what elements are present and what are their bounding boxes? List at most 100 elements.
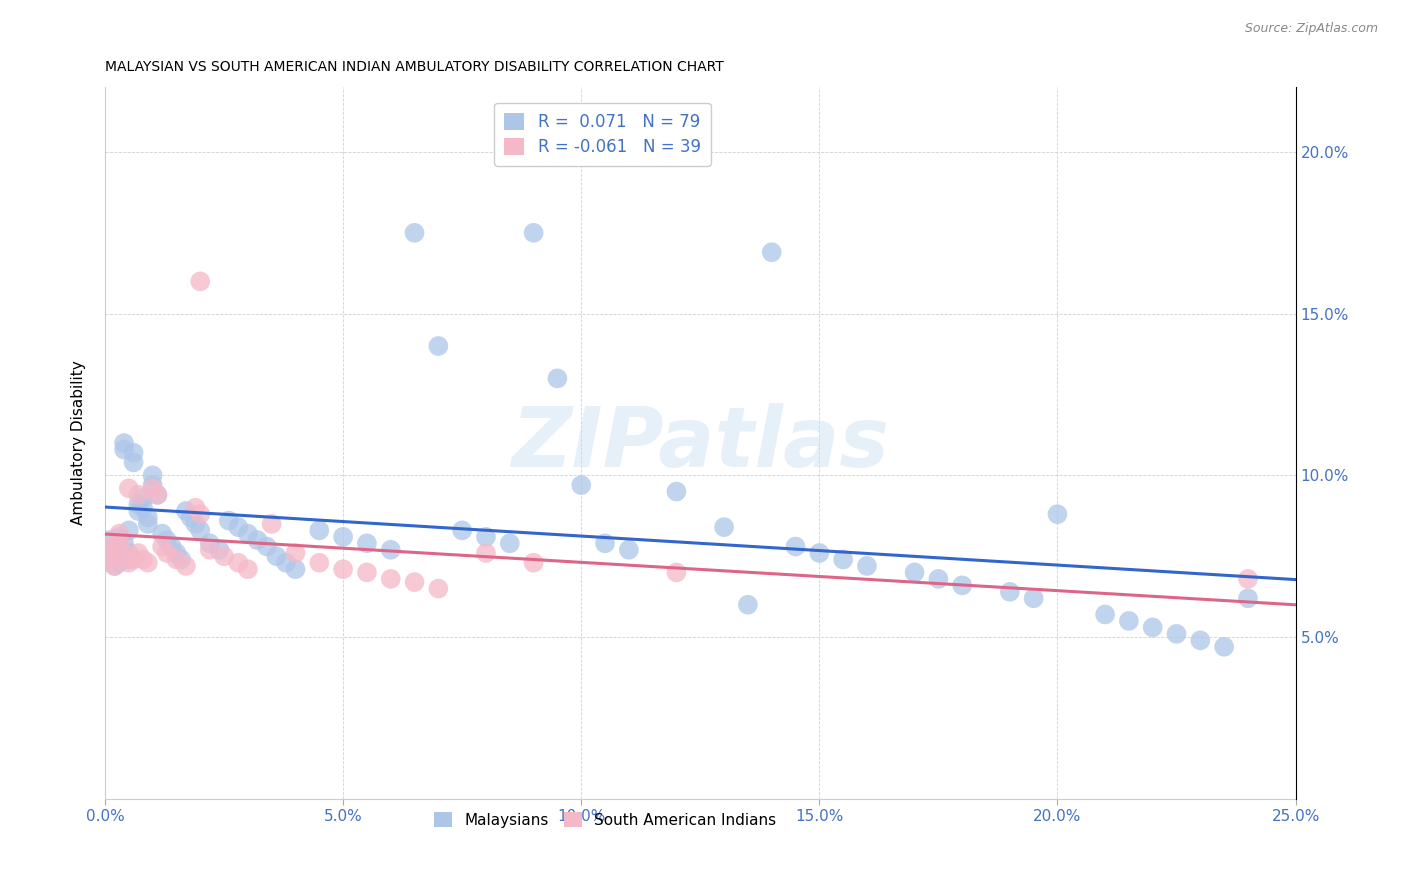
Point (122, 552, 145, 566)
Text: ZIPatlas: ZIPatlas (512, 402, 889, 483)
Point (761, 245, 783, 260)
Point (546, 371, 568, 385)
Point (103, 558, 125, 573)
Point (356, 566, 378, 580)
Point (103, 546, 125, 560)
Point (127, 546, 149, 560)
Point (118, 552, 141, 566)
Point (103, 546, 125, 560)
Point (1046, 507, 1069, 521)
Text: MALAYSIAN VS SOUTH AMERICAN INDIAN AMBULATORY DISABILITY CORRELATION CHART: MALAYSIAN VS SOUTH AMERICAN INDIAN AMBUL… (105, 60, 724, 74)
Point (108, 556, 131, 570)
Point (617, 542, 640, 557)
Point (380, 542, 402, 557)
Point (108, 536, 131, 550)
Point (150, 526, 173, 541)
Point (165, 546, 187, 560)
Point (198, 542, 221, 557)
Point (174, 558, 197, 573)
Point (142, 468, 165, 483)
Point (427, 582, 450, 596)
Point (308, 556, 330, 570)
Point (1094, 607, 1116, 622)
Point (188, 274, 211, 288)
Text: Source: ZipAtlas.com: Source: ZipAtlas.com (1244, 22, 1378, 36)
Point (208, 542, 231, 557)
Point (903, 566, 925, 580)
Point (451, 524, 474, 538)
Point (127, 504, 149, 518)
Point (142, 481, 165, 495)
Point (112, 536, 135, 550)
Point (188, 524, 211, 538)
Legend: Malaysians, South American Indians: Malaysians, South American Indians (427, 805, 783, 834)
Point (808, 546, 831, 560)
Point (266, 549, 288, 564)
Point (132, 500, 155, 515)
Point (132, 552, 155, 566)
Point (1189, 633, 1212, 648)
Point (1237, 591, 1260, 606)
Point (475, 530, 498, 544)
Point (184, 516, 207, 531)
Point (165, 552, 187, 566)
Point (1142, 620, 1164, 634)
Point (103, 540, 125, 554)
Point (98, 552, 121, 566)
Point (118, 481, 141, 495)
Point (108, 526, 131, 541)
Point (118, 546, 141, 560)
Point (785, 540, 807, 554)
Point (260, 516, 283, 531)
Point (523, 226, 546, 240)
Point (212, 549, 235, 564)
Point (228, 520, 250, 534)
Point (236, 562, 259, 576)
Point (132, 491, 155, 505)
Point (284, 546, 307, 560)
Point (112, 436, 135, 450)
Point (174, 504, 197, 518)
Point (246, 533, 269, 547)
Point (170, 552, 193, 566)
Point (856, 558, 879, 573)
Point (180, 510, 202, 524)
Point (950, 578, 973, 592)
Point (499, 536, 522, 550)
Point (1022, 591, 1045, 606)
Point (665, 566, 688, 580)
Point (569, 478, 592, 492)
Point (198, 536, 221, 550)
Point (713, 520, 735, 534)
Point (127, 488, 149, 502)
Point (146, 488, 169, 502)
Point (136, 510, 159, 524)
Point (127, 498, 149, 512)
Point (118, 524, 141, 538)
Point (146, 488, 169, 502)
Point (356, 536, 378, 550)
Point (160, 540, 183, 554)
Point (228, 556, 250, 570)
Point (236, 526, 259, 541)
Point (380, 572, 402, 586)
Point (98, 533, 121, 547)
Point (927, 572, 949, 586)
Point (427, 339, 450, 353)
Point (593, 536, 616, 550)
Point (103, 558, 125, 573)
Point (308, 524, 330, 538)
Point (188, 507, 211, 521)
Point (1166, 627, 1188, 641)
Point (122, 455, 145, 469)
Point (156, 546, 179, 560)
Point (118, 556, 141, 570)
Point (832, 552, 855, 566)
Point (218, 514, 240, 528)
Point (737, 598, 759, 612)
Point (112, 442, 135, 457)
Point (142, 478, 165, 492)
Point (404, 575, 426, 590)
Point (122, 446, 145, 460)
Point (256, 540, 278, 554)
